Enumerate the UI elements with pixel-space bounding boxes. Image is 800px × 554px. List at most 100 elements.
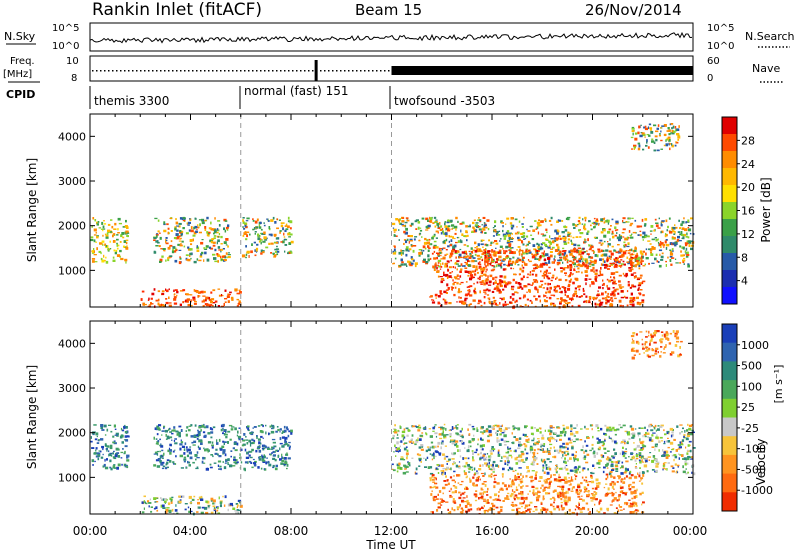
power-cell-1: [224, 259, 227, 262]
power-cell-1: [169, 255, 173, 257]
power-cell-5: [630, 256, 634, 260]
velocity-cell-2: [143, 500, 145, 503]
velocity-cell-3: [655, 465, 659, 468]
power-cell-4: [626, 236, 629, 240]
velocity-cell-1: [283, 444, 287, 446]
velocity-cell-3: [510, 467, 514, 471]
power-cell-4: [439, 251, 442, 254]
velocity-cell-3: [529, 449, 534, 451]
power-cell-0: [112, 256, 115, 259]
velocity-cell-3: [507, 460, 510, 464]
velocity-cell-0: [112, 441, 116, 444]
velocity-cell-4: [628, 487, 630, 490]
velocity-cell-1: [275, 430, 278, 433]
power-cell-4: [427, 245, 430, 248]
velocity-cell-4: [596, 509, 598, 512]
velocity-cell-3: [415, 439, 420, 441]
power-cell-2: [261, 239, 263, 241]
velocity-cell-3: [654, 424, 657, 428]
velocity-cell-2: [148, 502, 152, 504]
power-cell-0: [90, 236, 94, 239]
velocity-cell-1: [212, 426, 216, 429]
power-cell-5: [482, 267, 486, 271]
velocity-cell-3: [583, 455, 587, 458]
power-cell-4: [600, 220, 603, 223]
velocity-cell-3: [573, 456, 575, 459]
velocity-cell-3: [546, 448, 549, 451]
velocity-cell-3: [423, 457, 425, 459]
velocity-cell-3: [562, 427, 566, 431]
power-cell-5: [556, 276, 558, 279]
velocity-cell-3: [663, 462, 667, 464]
power-cell-1: [220, 250, 222, 253]
power-cell-4: [671, 248, 674, 251]
velocity-cell-3: [606, 428, 609, 432]
velocity-cell-4: [432, 481, 436, 483]
power-cell-4: [459, 248, 462, 251]
power-cell-5: [595, 280, 598, 282]
velocity-cell-4: [508, 484, 510, 488]
power-cell-5: [484, 260, 488, 263]
velocity-cell-3: [559, 446, 562, 449]
velocity-cell-1: [249, 443, 252, 447]
velocity-cell-2: [190, 510, 193, 513]
power-cell-4: [653, 246, 656, 250]
power-cell-4: [470, 255, 474, 258]
velocity-cell-1: [161, 449, 164, 452]
velocity-cell-3: [683, 434, 686, 437]
power-cell-1: [201, 251, 204, 255]
power-cell-5: [439, 268, 442, 270]
velocity-cell-3: [544, 460, 547, 464]
power-cell-0: [114, 222, 117, 226]
velocity-cell-4: [624, 477, 626, 480]
power-cell-4: [442, 227, 444, 231]
power-cell-2: [275, 237, 279, 240]
velocity-cell-3: [641, 471, 645, 474]
power-cell-5: [601, 249, 603, 253]
velocity-cell-1: [251, 448, 254, 452]
velocity-cell-3: [613, 461, 615, 463]
velocity-cell-1: [238, 438, 241, 441]
power-cell-5: [615, 260, 617, 263]
power-cell-5: [508, 260, 510, 264]
power-cell-5: [639, 293, 642, 296]
power-cell-4: [394, 257, 397, 260]
velocity-cell-3: [536, 428, 539, 432]
power-cell-4: [611, 230, 614, 234]
velocity-cell-3: [491, 426, 495, 429]
velocity-cell-3: [582, 457, 585, 460]
velocity-cell-4: [432, 511, 434, 514]
velocity-cell-1: [242, 443, 246, 446]
velocity-cell-2: [217, 512, 221, 515]
power-cell-1: [153, 239, 156, 241]
power-cell-5: [627, 250, 631, 252]
power-cell-1: [159, 260, 162, 263]
power-cell-4: [433, 244, 437, 247]
velocity-cell-1: [283, 429, 287, 433]
power-cell-5: [574, 277, 578, 280]
velocity-cell-2: [160, 498, 165, 501]
power-cell-4: [612, 233, 615, 235]
power-cell-2: [242, 219, 244, 222]
power-cell-0: [95, 231, 97, 234]
power-cell-5: [467, 274, 470, 277]
power-cell-0: [126, 235, 129, 237]
velocity-cell-4: [575, 488, 578, 492]
power-cell-5: [521, 287, 524, 290]
velocity-cell-4: [539, 476, 543, 479]
velocity-cell-3: [630, 458, 633, 461]
velocity-cell-3: [575, 468, 578, 471]
velocity-cell-3: [495, 464, 499, 467]
power-cell-4: [575, 225, 578, 227]
power-cell-4: [407, 260, 411, 263]
power-cell-6: [677, 134, 680, 137]
power-cell-5: [626, 261, 629, 263]
power-cell-5: [502, 258, 506, 261]
velocity-cell-3: [543, 443, 546, 446]
velocity-cell-4: [472, 483, 474, 486]
power-cell-5: [544, 282, 547, 285]
velocity-cell-3: [591, 472, 595, 475]
power-cell-5: [526, 291, 528, 293]
velocity-cell-4: [473, 493, 477, 496]
power-cell-6: [651, 140, 655, 143]
